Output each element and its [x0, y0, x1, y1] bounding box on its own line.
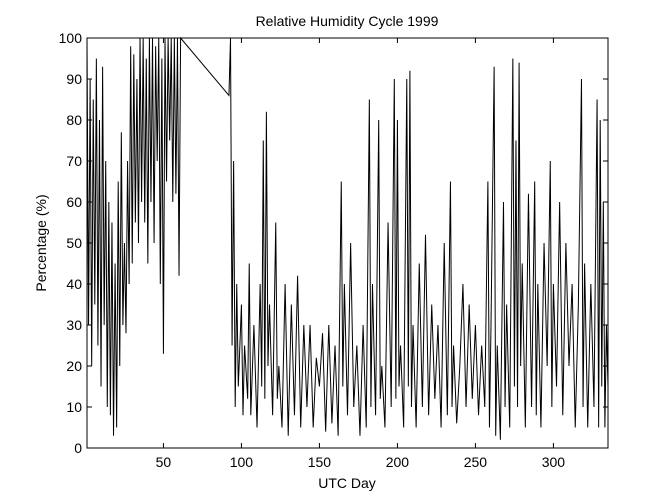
y-tick-label: 20 — [66, 358, 82, 374]
x-tick-label: 250 — [464, 454, 488, 470]
y-tick-label: 60 — [66, 194, 82, 210]
chart-title: Relative Humidity Cycle 1999 — [256, 13, 439, 29]
x-tick-label: 50 — [156, 454, 172, 470]
x-tick-label: 150 — [308, 454, 332, 470]
x-tick-label: 100 — [230, 454, 254, 470]
x-tick-label: 300 — [542, 454, 566, 470]
y-tick-label: 70 — [66, 153, 82, 169]
y-axis-label: Percentage (%) — [33, 194, 49, 291]
y-tick-label: 40 — [66, 276, 82, 292]
x-tick-label: 200 — [386, 454, 410, 470]
x-axis-label: UTC Day — [318, 475, 376, 491]
y-tick-label: 0 — [74, 440, 82, 456]
y-tick-label: 100 — [59, 30, 83, 46]
y-tick-label: 80 — [66, 112, 82, 128]
y-tick-label: 90 — [66, 71, 82, 87]
y-tick-label: 30 — [66, 317, 82, 333]
data-line — [86, 36, 609, 440]
y-tick-label: 10 — [66, 399, 82, 415]
y-tick-label: 50 — [66, 235, 82, 251]
